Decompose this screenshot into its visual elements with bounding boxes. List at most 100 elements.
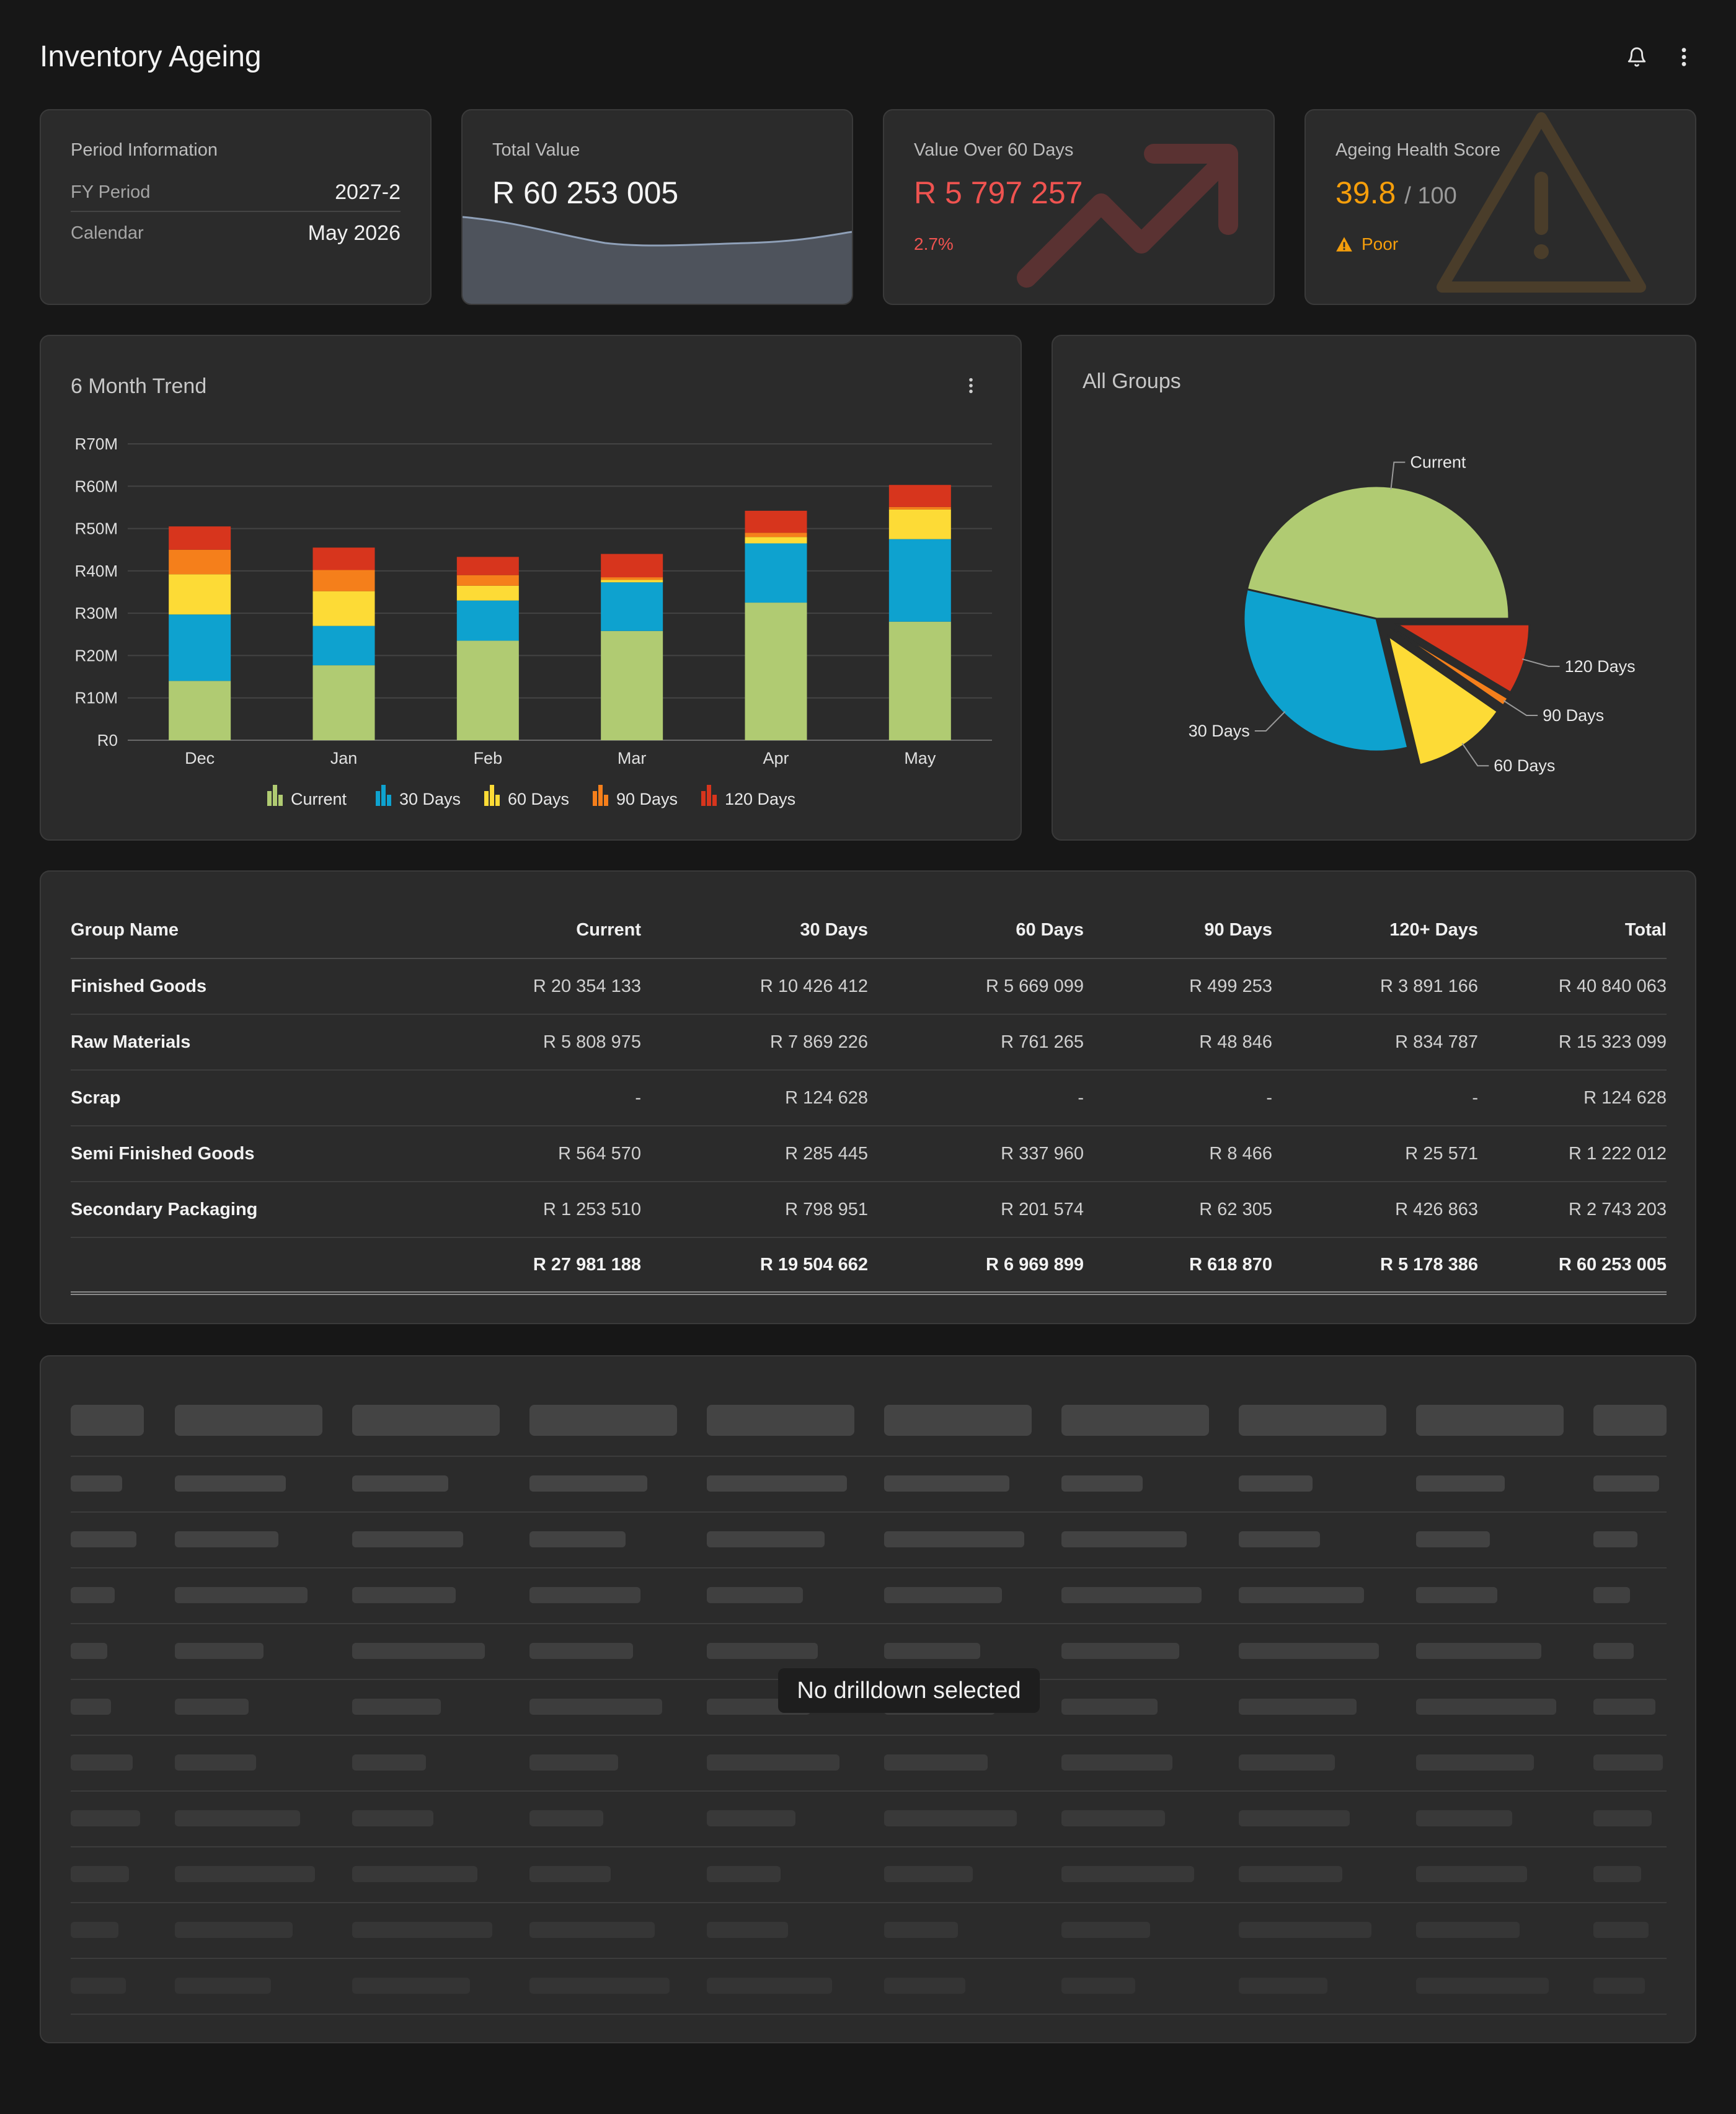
skeleton-cell bbox=[71, 1978, 126, 1994]
value-cell[interactable]: R 20 354 133 bbox=[393, 958, 641, 1015]
legend-item[interactable]: 60 Days bbox=[484, 785, 569, 808]
column-header[interactable]: Group Name bbox=[71, 903, 393, 959]
bar-segment-30-days[interactable] bbox=[888, 539, 951, 622]
skeleton-cell bbox=[352, 1531, 463, 1547]
totals-row: R 27 981 188 R 19 504 662 R 6 969 899 R 618… bbox=[71, 1237, 1667, 1295]
bar-segment-current[interactable] bbox=[745, 603, 807, 740]
value-cell[interactable]: R 62 305 bbox=[1084, 1182, 1272, 1238]
column-header[interactable]: 30 Days bbox=[641, 903, 868, 959]
table-row[interactable]: Secondary Packaging R 1 253 510 R 798 951 R… bbox=[71, 1182, 1667, 1238]
over-60-card[interactable]: Value Over 60 Days R 5 797 257 2.7% bbox=[883, 109, 1275, 305]
group-name-cell[interactable]: Raw Materials bbox=[71, 1014, 393, 1071]
value-cell[interactable]: - bbox=[1272, 1070, 1478, 1126]
column-header[interactable]: 90 Days bbox=[1084, 903, 1272, 959]
bar-segment-120-days[interactable] bbox=[312, 547, 375, 570]
value-cell[interactable]: R 426 863 bbox=[1272, 1182, 1478, 1238]
skeleton-divider bbox=[71, 1623, 1667, 1624]
bar-segment-120-days[interactable] bbox=[601, 554, 663, 578]
value-cell[interactable]: R 285 445 bbox=[641, 1126, 868, 1182]
bar-segment-30-days[interactable] bbox=[312, 626, 375, 666]
skeleton-cell bbox=[1239, 1754, 1335, 1771]
bar-segment-120-days[interactable] bbox=[456, 557, 519, 575]
value-cell[interactable]: R 7 869 226 bbox=[641, 1014, 868, 1071]
bar-segment-60-days[interactable] bbox=[745, 537, 807, 544]
bar-segment-current[interactable] bbox=[601, 630, 663, 740]
trend-chart: R0 R10M R20M R30M R40M R50M R60M R70M Dec Jan Feb M… bbox=[75, 435, 992, 808]
column-header[interactable]: Current bbox=[393, 903, 641, 959]
bar-segment-90-days[interactable] bbox=[601, 577, 663, 580]
bell-icon[interactable] bbox=[1624, 45, 1649, 69]
value-cell[interactable]: R 1 253 510 bbox=[393, 1182, 641, 1238]
bar-segment-60-days[interactable] bbox=[456, 585, 519, 601]
value-cell[interactable]: R 834 787 bbox=[1272, 1014, 1478, 1071]
table-row[interactable]: Scrap - R 124 628- - - R 124 628 bbox=[71, 1070, 1667, 1126]
column-header[interactable]: 60 Days bbox=[868, 903, 1084, 959]
bar-segment-120-days[interactable] bbox=[745, 510, 807, 533]
value-cell[interactable]: R 2 743 203 bbox=[1478, 1182, 1667, 1238]
over-60-label: Value Over 60 Days bbox=[914, 140, 1074, 160]
skeleton-cell bbox=[529, 1866, 611, 1882]
legend-item[interactable]: 90 Days bbox=[593, 785, 678, 808]
table-row[interactable]: Finished Goods R 20 354 133 R 10 426 412 R … bbox=[71, 958, 1667, 1015]
value-cell[interactable]: R 761 265 bbox=[868, 1014, 1084, 1071]
bar-segment-90-days[interactable] bbox=[169, 549, 231, 575]
health-score-card[interactable]: Ageing Health Score 39.8 / 100 Poor bbox=[1304, 109, 1696, 305]
bar-segment-30-days[interactable] bbox=[601, 582, 663, 631]
more-vertical-icon[interactable] bbox=[959, 373, 983, 398]
value-cell[interactable]: R 8 466 bbox=[1084, 1126, 1272, 1182]
group-name-cell[interactable]: Scrap bbox=[71, 1070, 393, 1126]
value-cell[interactable]: R 10 426 412 bbox=[641, 958, 868, 1015]
group-name-cell[interactable]: Semi Finished Goods bbox=[71, 1126, 393, 1182]
bar-segment-60-days[interactable] bbox=[312, 591, 375, 626]
group-name-cell[interactable]: Secondary Packaging bbox=[71, 1182, 393, 1238]
value-cell[interactable]: R 48 846 bbox=[1084, 1014, 1272, 1071]
skeleton-cell bbox=[1061, 1531, 1187, 1547]
bar-segment-current[interactable] bbox=[888, 621, 951, 740]
bar-segment-current[interactable] bbox=[169, 681, 231, 740]
column-header[interactable]: 120+ Days bbox=[1272, 903, 1478, 959]
bar-segment-90-days[interactable] bbox=[312, 570, 375, 591]
value-cell[interactable]: R 25 571 bbox=[1272, 1126, 1478, 1182]
bar-segment-30-days[interactable] bbox=[456, 600, 519, 641]
table-row[interactable]: Raw Materials R 5 808 975 R 7 869 226 R 761… bbox=[71, 1014, 1667, 1071]
value-cell[interactable]: R 15 323 099 bbox=[1478, 1014, 1667, 1071]
more-vertical-icon[interactable] bbox=[1672, 45, 1696, 69]
value-cell[interactable]: R 337 960 bbox=[868, 1126, 1084, 1182]
value-cell[interactable]: - bbox=[393, 1070, 641, 1126]
column-header[interactable]: Total bbox=[1478, 903, 1667, 959]
bar-segment-current[interactable] bbox=[312, 665, 375, 740]
value-cell[interactable]: R 564 570 bbox=[393, 1126, 641, 1182]
bar-segment-90-days[interactable] bbox=[888, 506, 951, 510]
bar-segment-30-days[interactable] bbox=[169, 614, 231, 681]
bar-segment-60-days[interactable] bbox=[169, 574, 231, 615]
value-cell[interactable]: R 124 628 bbox=[1478, 1070, 1667, 1126]
bar-segment-90-days[interactable] bbox=[456, 575, 519, 586]
bar-segment-120-days[interactable] bbox=[169, 526, 231, 550]
skeleton-cell bbox=[529, 1978, 670, 1994]
bar-segment-120-days[interactable] bbox=[888, 485, 951, 507]
value-cell[interactable]: R 798 951 bbox=[641, 1182, 868, 1238]
value-cell[interactable]: R 5 808 975 bbox=[393, 1014, 641, 1071]
legend-item[interactable]: 30 Days bbox=[376, 785, 461, 808]
table-row[interactable]: Semi Finished Goods R 564 570 R 285 445 R 3… bbox=[71, 1126, 1667, 1182]
bar-segment-90-days[interactable] bbox=[745, 533, 807, 537]
value-cell[interactable]: R 40 840 063 bbox=[1478, 958, 1667, 1015]
bar-segment-30-days[interactable] bbox=[745, 543, 807, 603]
value-cell[interactable]: - bbox=[1084, 1070, 1272, 1126]
value-cell[interactable]: R 201 574 bbox=[868, 1182, 1084, 1238]
legend-item[interactable]: Current bbox=[267, 785, 347, 808]
value-cell[interactable]: R 499 253 bbox=[1084, 958, 1272, 1015]
value-cell[interactable]: R 124 628 bbox=[641, 1070, 868, 1126]
bar-segment-current[interactable] bbox=[456, 640, 519, 740]
value-cell[interactable]: R 3 891 166 bbox=[1272, 958, 1478, 1015]
total-value-card[interactable]: Total Value R 60 253 005 bbox=[461, 109, 853, 305]
legend-item[interactable]: 120 Days bbox=[701, 785, 795, 808]
group-name-cell[interactable]: Finished Goods bbox=[71, 958, 393, 1015]
skeleton-cell bbox=[175, 1810, 300, 1826]
bar-segment-60-days[interactable] bbox=[888, 509, 951, 539]
value-cell[interactable]: - bbox=[868, 1070, 1084, 1126]
value-cell[interactable]: R 5 669 099 bbox=[868, 958, 1084, 1015]
value-cell[interactable]: R 1 222 012 bbox=[1478, 1126, 1667, 1182]
bar-segment-60-days[interactable] bbox=[601, 580, 663, 583]
skeleton-cell bbox=[1416, 1978, 1549, 1994]
